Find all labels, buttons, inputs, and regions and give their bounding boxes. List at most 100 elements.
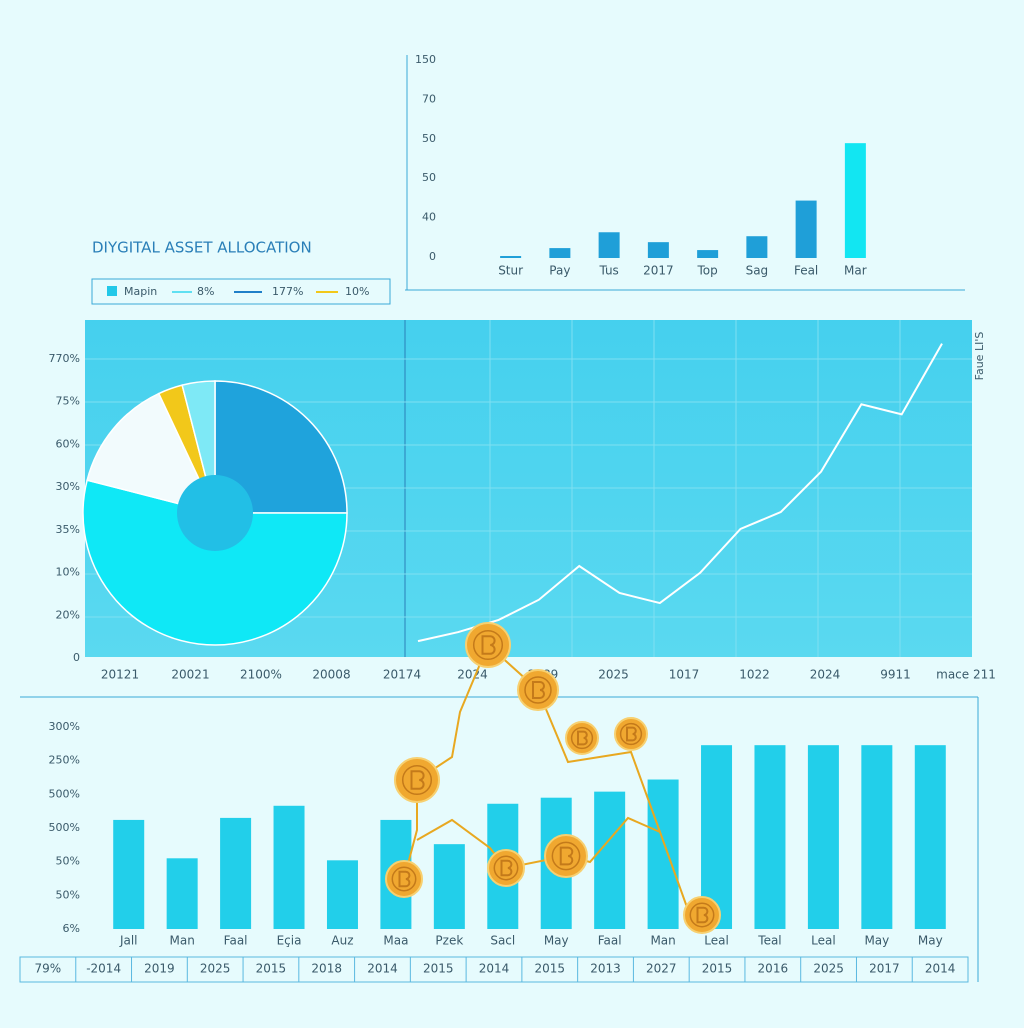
pie-hole xyxy=(177,475,253,551)
bar xyxy=(647,242,669,258)
table-cell: -2014 xyxy=(86,962,121,976)
coin-symbol xyxy=(532,681,545,699)
x-tick-label: 2025 xyxy=(598,668,629,682)
coin-inner xyxy=(493,855,519,881)
x-tick-label: 20174 xyxy=(383,668,421,682)
coin-symbol xyxy=(410,770,425,790)
coin-inner xyxy=(472,629,504,661)
x-tick-label: May xyxy=(918,934,943,948)
coin xyxy=(465,622,511,668)
table-cell: 2015 xyxy=(534,962,565,976)
bar xyxy=(598,232,620,258)
x-tick-label: 1017 xyxy=(669,668,700,682)
x-tick-label: Maa xyxy=(383,934,408,948)
table-cell: 79% xyxy=(35,962,62,976)
x-tick-label: Feal xyxy=(794,264,818,278)
coin-symbol xyxy=(696,906,709,924)
y-tick-label: 10% xyxy=(56,566,80,579)
coin xyxy=(517,669,559,711)
x-tick-label: Auz xyxy=(331,934,353,948)
x-tick-label: May xyxy=(544,934,569,948)
table-cell: 2025 xyxy=(200,962,231,976)
coin-inner xyxy=(391,866,417,892)
coin xyxy=(683,896,721,934)
x-tick-label: 1022 xyxy=(739,668,770,682)
coin xyxy=(614,717,648,751)
x-tick-label: Leal xyxy=(704,934,729,948)
legend-label: 10% xyxy=(345,285,369,298)
coin-symbol xyxy=(626,726,637,742)
title: DIYGITAL ASSET ALLOCATION xyxy=(92,239,312,257)
bar xyxy=(594,791,626,929)
coin xyxy=(565,721,599,755)
y-tick-label: 20% xyxy=(56,608,80,621)
y-tick-label: 6% xyxy=(63,922,80,935)
y-tick-label: 60% xyxy=(56,437,80,450)
y-tick-label: 500% xyxy=(49,787,80,800)
x-tick-label: Leal xyxy=(811,934,836,948)
y-tick-label: 300% xyxy=(49,720,80,733)
table-cell: 2013 xyxy=(590,962,621,976)
pie-slice xyxy=(82,479,348,646)
coin-inner xyxy=(551,841,581,871)
bar xyxy=(500,256,522,258)
x-tick-label: 2100% xyxy=(240,668,282,682)
x-tick-label: Teal xyxy=(757,934,781,948)
coin xyxy=(385,860,423,898)
y-tick-label: 50 xyxy=(422,132,436,145)
legend-label: Mapin xyxy=(124,285,157,298)
coin xyxy=(544,834,588,878)
table-cell: 2019 xyxy=(144,962,175,976)
y-tick-label: 500% xyxy=(49,821,80,834)
x-tick-label: 2024 xyxy=(810,668,841,682)
y-tick-label: 40 xyxy=(422,211,436,224)
bar xyxy=(273,805,305,929)
y-tick-label: 70 xyxy=(422,92,436,105)
y-tick-label: 50% xyxy=(56,855,80,868)
coin-symbol xyxy=(577,730,588,746)
x-tick-label: May xyxy=(864,934,889,948)
table-cell: 2014 xyxy=(367,962,398,976)
pie-slice xyxy=(86,392,217,515)
x-tick-label: Stur xyxy=(498,264,523,278)
x-tick-label: 20008 xyxy=(312,668,350,682)
legend-swatch xyxy=(107,286,117,296)
x-tick-label: Pay xyxy=(549,264,570,278)
coin xyxy=(487,849,525,887)
coin-inner xyxy=(689,902,715,928)
x-tick-label: 20121 xyxy=(101,668,139,682)
bar xyxy=(807,745,839,929)
bar xyxy=(795,200,817,258)
bar xyxy=(433,844,465,929)
bar xyxy=(697,250,719,258)
x-tick-label: Sacl xyxy=(490,934,515,948)
x-tick-label: Faal xyxy=(598,934,622,948)
table-cell: 2027 xyxy=(646,962,677,976)
legend-label: 177% xyxy=(272,285,303,298)
bar xyxy=(113,819,145,929)
x-tick-label: 9911 xyxy=(880,668,911,682)
table-row xyxy=(19,956,969,983)
x-tick-label: 20021 xyxy=(171,668,209,682)
x-tick-label: 2024 xyxy=(457,668,488,682)
legend-box xyxy=(91,278,391,305)
bar xyxy=(326,860,358,929)
coin-inner xyxy=(619,722,643,746)
y-tick-label: 30% xyxy=(56,480,80,493)
x-tick-label: Eçia xyxy=(277,934,302,948)
bar xyxy=(549,248,571,258)
x-tick-label: Jall xyxy=(119,934,138,948)
x-tick-label: 2017 xyxy=(643,264,674,278)
x-tick-label: Mar xyxy=(844,264,867,278)
coin-symbol xyxy=(481,635,496,655)
x-tick-label: Man xyxy=(650,934,675,948)
x-tick-label: Pzek xyxy=(435,934,463,948)
y-tick-label: 770% xyxy=(49,352,80,365)
bar xyxy=(746,236,768,258)
table-cell: 2025 xyxy=(813,962,844,976)
x-tick-label: Tus xyxy=(598,264,618,278)
y-tick-label: 250% xyxy=(49,754,80,767)
x-tick-label: mace 211 xyxy=(936,668,996,682)
bar xyxy=(844,143,866,258)
